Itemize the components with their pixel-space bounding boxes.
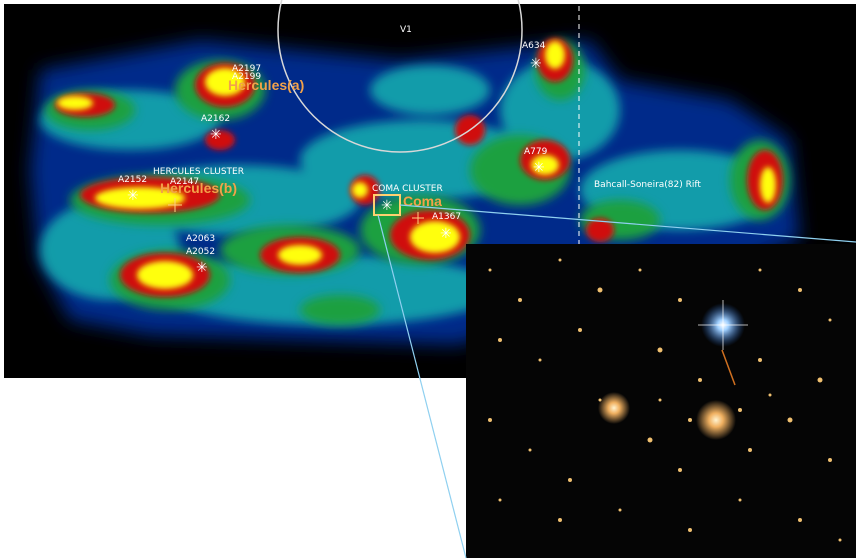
cluster-markers: ✳ A634 A2197 A2199 Hercules(a) ✳ A2162 ✳…	[118, 41, 548, 276]
label-hercules-cluster: HERCULES CLUSTER	[153, 167, 244, 177]
label-a634: A634	[522, 41, 546, 51]
marker-a634: ✳	[530, 56, 542, 72]
label-a1367: A1367	[432, 212, 461, 222]
label-a2063: A2063	[186, 234, 215, 244]
label-a2152: A2152	[118, 175, 147, 185]
marker-a2052: ✳	[196, 260, 208, 276]
circle-label: V1	[400, 25, 412, 35]
label-a2052: A2052	[186, 247, 215, 257]
marker-coma: ✳	[381, 198, 393, 214]
label-a2147: A2147	[170, 177, 199, 187]
marker-a2152: ✳	[127, 188, 139, 204]
label-a779: A779	[524, 147, 548, 157]
label-hercules-b: Hercules(b)	[160, 180, 237, 196]
connector-line-top	[399, 204, 856, 243]
connector-line-bottom	[377, 214, 467, 558]
label-coma-cluster: COMA CLUSTER	[372, 184, 443, 194]
marker-a2162: ✳	[210, 127, 222, 143]
marker-a1367: ✳	[440, 226, 452, 242]
rift-label: Bahcall-Soneira(82) Rift	[594, 180, 701, 190]
label-coma: Coma	[403, 193, 442, 209]
label-a2197: A2197	[232, 64, 261, 74]
survey-circle	[277, 0, 523, 153]
label-a2199: A2199	[232, 72, 261, 82]
label-a2162: A2162	[201, 114, 230, 124]
marker-a779: ✳	[533, 160, 545, 176]
label-hercules-a: Hercules(a)	[228, 77, 304, 93]
inset-photo	[466, 244, 856, 558]
